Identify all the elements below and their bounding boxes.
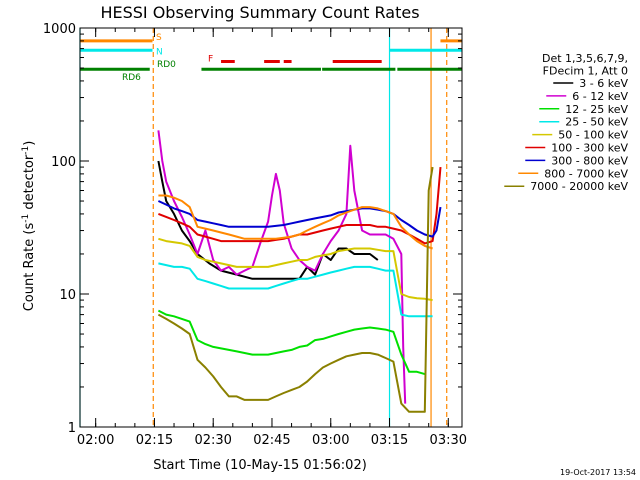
series-line-4 [158,237,433,302]
series-line-5 [158,167,442,245]
x-tick-label-3: 02:45 [253,433,290,448]
x-tick-label-0: 02:00 [77,433,114,448]
series-line-3 [158,262,433,318]
legend-entry-4: 50 - 100 keV [558,129,628,142]
x-tick-label-2: 02:30 [194,433,231,448]
y-tick-label-0: 1 [68,421,76,436]
series-line-2 [157,309,426,376]
series-line-8 [157,166,434,413]
legend-entry-1: 6 - 12 keV [572,90,628,103]
legend-header-1: FDecim 1, Att 0 [543,65,628,78]
flag-label-n: N [156,47,163,57]
flag-label-s: S [156,33,162,43]
y-tick-label-2: 100 [51,155,76,170]
legend-entry-0: 3 - 6 keV [579,77,628,90]
timestamp: 19-Oct-2017 13:54 [560,468,636,477]
flag-label-rd6: RD6 [122,73,141,83]
flag-label-f: F [208,54,213,64]
x-tick-label-5: 03:15 [371,433,408,448]
x-axis-label: Start Time (10-May-15 01:56:02) [153,458,367,473]
legend-entry-3: 25 - 50 keV [565,116,628,129]
series-line-6 [157,200,442,238]
y-tick-label-1: 10 [59,288,76,303]
legend-entry-8: 7000 - 20000 keV [530,180,628,193]
legend-entry-7: 800 - 7000 keV [544,167,628,180]
y-tick-label-3: 1000 [43,22,76,37]
y-label-part2: detector [22,154,37,214]
chart-title: HESSI Observing Summary Count Rates [100,3,419,22]
y-label-part3: ) [22,141,37,146]
y-axis-label: Count Rate (s-1 detector-1) [21,141,37,312]
y-label-sup2: -1 [21,146,31,155]
plot-area: SN F RD0 RD6 1 10 100 1000 02:00 02:15 02:30 02:45 0… [43,22,629,448]
legend-header-0: Det 1,3,5,6,7,9, [542,52,628,65]
legend-entry-6: 300 - 800 keV [551,154,628,167]
legend-entry-2: 12 - 25 keV [565,103,628,116]
series-line-7 [158,194,433,250]
flag-label-rd0: RD0 [157,60,176,70]
x-tick-label-1: 02:15 [136,433,173,448]
series-line-1 [157,130,407,404]
x-tick-label-4: 03:00 [312,433,349,448]
x-tick-label-6: 03:30 [430,433,467,448]
legend-entry-5: 100 - 300 keV [551,142,628,155]
y-label-part1: Count Rate (s [22,223,37,312]
plot-frame [79,27,463,428]
y-label-sup1: -1 [21,214,31,223]
